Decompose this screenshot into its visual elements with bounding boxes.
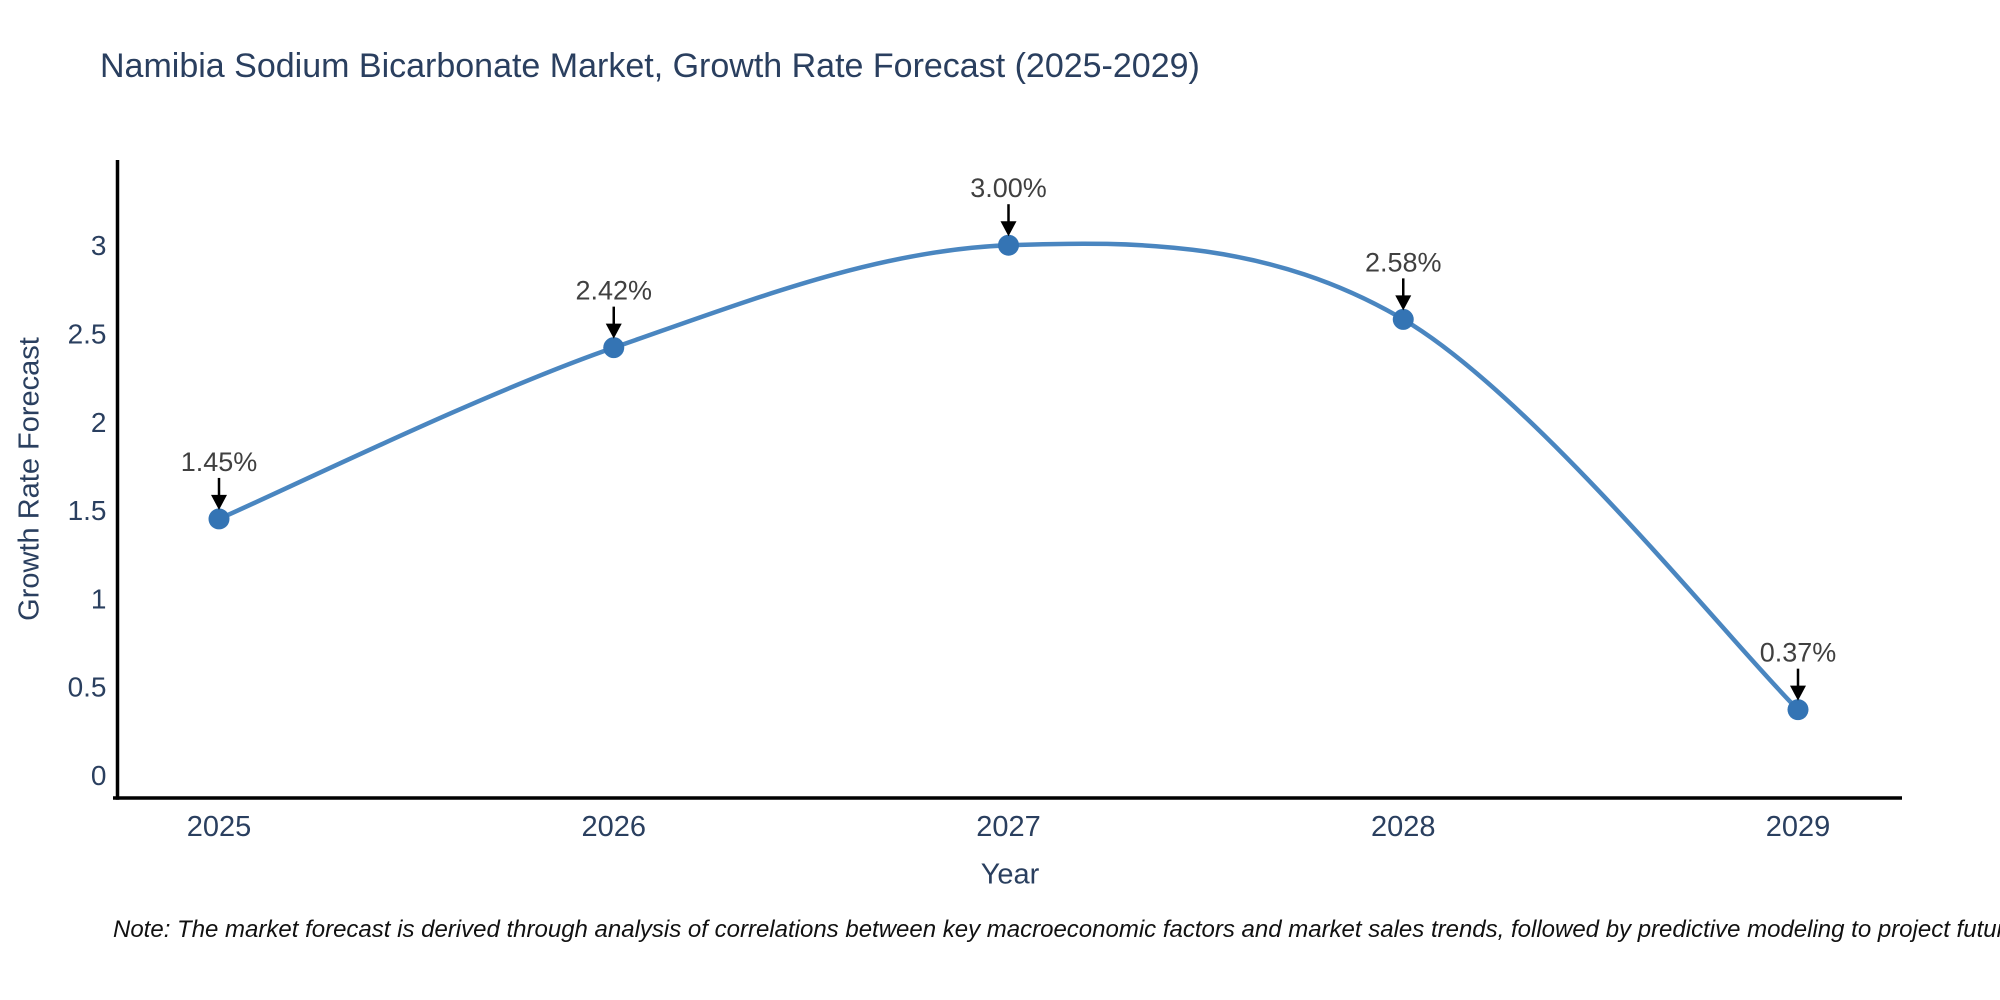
point-value-label: 2.42% <box>575 276 652 306</box>
point-value-label: 3.00% <box>970 173 1047 203</box>
annotation-arrowhead-icon <box>1000 221 1017 237</box>
annotation-arrowhead-icon <box>211 494 227 510</box>
x-tick-label: 2025 <box>187 811 252 843</box>
data-point-marker <box>998 234 1019 256</box>
chart-title: Namibia Sodium Bicarbonate Market, Growt… <box>100 47 1200 85</box>
data-point-marker <box>1392 308 1414 330</box>
annotation-arrowhead-icon <box>605 323 622 339</box>
point-value-label: 0.37% <box>1760 638 1837 668</box>
annotation-arrowhead-icon <box>1395 295 1412 311</box>
x-tick-label: 2029 <box>1766 811 1831 843</box>
annotation-arrowhead-icon <box>1790 685 1806 701</box>
point-value-label: 2.58% <box>1365 247 1442 277</box>
x-tick-label: 2028 <box>1371 811 1436 843</box>
y-tick-label: 0.5 <box>68 672 107 703</box>
x-tick-label: 2027 <box>976 811 1041 843</box>
forecast-line <box>216 241 1801 712</box>
point-value-label: 1.45% <box>181 447 258 477</box>
footnote: Note: The market forecast is derived thr… <box>113 916 2000 943</box>
y-tick-label: 1 <box>91 583 107 614</box>
x-axis-title: Year <box>980 858 1040 891</box>
data-point-marker <box>1787 699 1809 721</box>
y-tick-label: 2 <box>91 407 107 438</box>
y-tick-label: 0 <box>91 760 107 791</box>
data-point-marker <box>208 508 230 530</box>
y-tick-label: 1.5 <box>68 495 107 526</box>
x-tick-label: 2026 <box>581 811 646 843</box>
y-tick-label: 2.5 <box>68 319 107 350</box>
y-tick-label: 3 <box>91 230 107 261</box>
data-point-marker <box>603 337 625 359</box>
